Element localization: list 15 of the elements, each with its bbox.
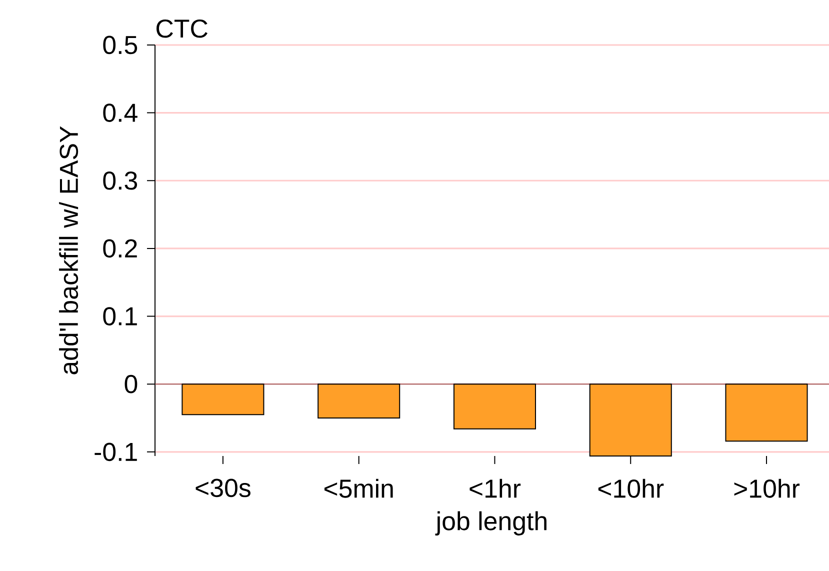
x-tick-label: <1hr <box>470 478 521 498</box>
x-axis-title: job length <box>435 511 546 536</box>
y-tick-label: 0.1 <box>103 307 137 326</box>
y-tick-label: 0.2 <box>103 239 137 258</box>
y-tick-label: 0.4 <box>103 104 138 122</box>
y-axis-title: add'l backfill w/ EASY <box>59 126 78 374</box>
y-tick-label: 0.5 <box>103 36 138 54</box>
x-tick-label: <5min <box>324 478 393 498</box>
x-tick-label: >10hr <box>734 478 800 498</box>
x-tick-label: <30s <box>196 478 250 498</box>
y-tick-label: 0.3 <box>103 171 138 190</box>
x-tick-label: <10hr <box>598 478 664 498</box>
chart-title: CTC <box>156 19 208 38</box>
y-tick-label: 0 <box>124 374 138 394</box>
y-tick-label: -0.1 <box>94 442 137 462</box>
